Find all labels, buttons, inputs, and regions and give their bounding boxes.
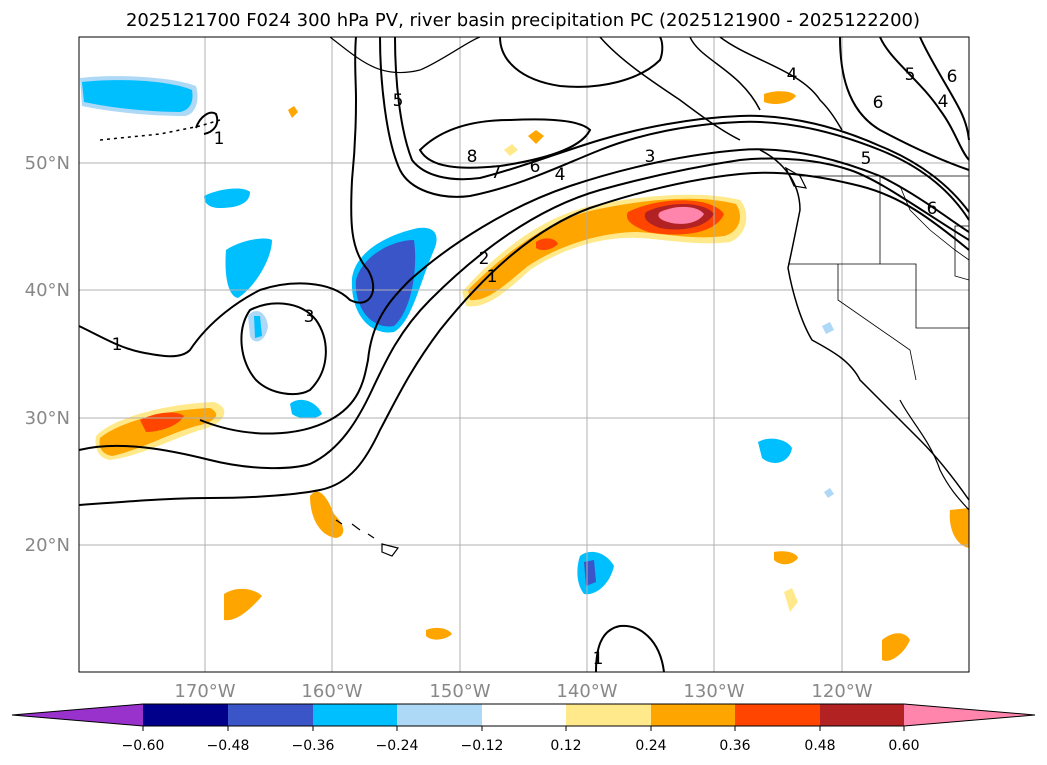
lon-label: 130°W bbox=[683, 681, 744, 702]
colorbar-extend-left bbox=[12, 704, 143, 726]
shade-blue bbox=[290, 399, 322, 419]
shade-orange bbox=[764, 91, 796, 104]
coastlines bbox=[99, 36, 970, 557]
lat-label: 20°N bbox=[25, 535, 70, 556]
lon-label: 150°W bbox=[429, 681, 490, 702]
lat-label: 50°N bbox=[25, 153, 70, 174]
lat-label: 40°N bbox=[25, 280, 70, 301]
shade-blue bbox=[254, 316, 262, 338]
colorbar-tick-label: 0.36 bbox=[719, 738, 750, 754]
colorbar-tick-label: −0.12 bbox=[461, 738, 504, 754]
lon-labels: 170°W 160°W 150°W 140°W 130°W 120°W bbox=[174, 681, 872, 702]
colorbar-tick-label: 0.48 bbox=[804, 738, 835, 754]
lon-label: 170°W bbox=[174, 681, 235, 702]
lat-label: 30°N bbox=[25, 408, 70, 429]
plot-area bbox=[79, 37, 969, 672]
colorbar-tick-label: 0.12 bbox=[550, 738, 581, 754]
shade-medium-blue bbox=[584, 560, 596, 586]
shade-orange bbox=[288, 106, 298, 118]
colorbar-tick-label: −0.48 bbox=[207, 738, 250, 754]
shade-light-blue bbox=[822, 322, 834, 334]
colorbar-segment bbox=[313, 704, 397, 726]
lon-label: 120°W bbox=[811, 681, 872, 702]
shade-red bbox=[140, 412, 184, 432]
colorbar-segment bbox=[228, 704, 313, 726]
colorbar-ticks bbox=[142, 726, 905, 731]
colorbar-tick-label: 0.24 bbox=[635, 738, 666, 754]
contour-label: 4 bbox=[787, 65, 798, 85]
pv-contours bbox=[78, 36, 970, 673]
colorbar-tick-label: 0.60 bbox=[888, 738, 919, 754]
colorbar-segment bbox=[651, 704, 735, 726]
figure-title: 2025121700 F024 300 hPa PV, river basin … bbox=[126, 10, 920, 31]
contour-label: 6 bbox=[947, 67, 958, 87]
contour-label: 6 bbox=[873, 93, 884, 113]
shade-orange bbox=[99, 408, 217, 456]
contour-label: 1 bbox=[214, 129, 225, 149]
contour-label: 3 bbox=[304, 307, 315, 327]
shade-blue bbox=[82, 80, 193, 112]
shade-orange bbox=[528, 130, 544, 144]
contour-labels: 1 1 1 1 2 3 3 4 4 4 5 5 5 6 6 6 6 7 8 bbox=[112, 65, 958, 669]
contour-label: 1 bbox=[112, 335, 123, 355]
contour-label: 8 bbox=[467, 147, 478, 167]
colorbar-segment bbox=[820, 704, 904, 726]
contour-label: 7 bbox=[491, 163, 502, 183]
colorbar-segment bbox=[735, 704, 820, 726]
plot-frame bbox=[78, 36, 970, 673]
contour-label: 1 bbox=[487, 267, 498, 287]
shade-blue bbox=[225, 238, 272, 298]
contour-label: 4 bbox=[938, 92, 949, 112]
shade-yellow bbox=[504, 144, 518, 156]
colorbar-segment bbox=[143, 704, 228, 726]
colorbar-tick-label: −0.60 bbox=[122, 738, 165, 754]
lon-label: 160°W bbox=[301, 681, 362, 702]
contour-label: 5 bbox=[905, 65, 916, 85]
colorbar-segment bbox=[397, 704, 482, 726]
shade-orange bbox=[774, 551, 798, 565]
contour-label: 1 bbox=[593, 649, 604, 669]
shade-medium-blue bbox=[355, 240, 416, 327]
shade-red bbox=[536, 238, 558, 251]
shade-light-blue bbox=[824, 488, 834, 498]
shade-orange bbox=[882, 633, 910, 661]
contour-label: 2 bbox=[479, 249, 490, 269]
shade-orange bbox=[949, 508, 969, 548]
colorbar-tick-label: −0.36 bbox=[292, 738, 335, 754]
shade-orange bbox=[426, 627, 452, 640]
colorbar-segment bbox=[482, 704, 566, 726]
contour-label: 6 bbox=[530, 157, 541, 177]
shade-yellow bbox=[784, 588, 798, 612]
colorbar-segment bbox=[566, 704, 651, 726]
contour-label: 6 bbox=[927, 199, 938, 219]
shade-blue bbox=[758, 438, 792, 463]
contour-label: 4 bbox=[555, 165, 566, 185]
lon-label: 140°W bbox=[556, 681, 617, 702]
contour-label: 3 bbox=[645, 147, 656, 167]
contour-label: 5 bbox=[393, 91, 404, 111]
shade-blue bbox=[204, 188, 250, 208]
shade-pink bbox=[658, 206, 704, 224]
colorbar-extend-right bbox=[904, 704, 1035, 726]
shade-orange bbox=[224, 588, 262, 621]
colorbar-tick-label: −0.24 bbox=[376, 738, 419, 754]
shade-orange bbox=[310, 491, 344, 538]
colorbar: −0.60 −0.48 −0.36 −0.24 −0.12 0.12 0.24 … bbox=[11, 703, 1036, 754]
lat-labels: 50°N 40°N 30°N 20°N bbox=[25, 153, 70, 556]
contour-label: 5 bbox=[861, 149, 872, 169]
